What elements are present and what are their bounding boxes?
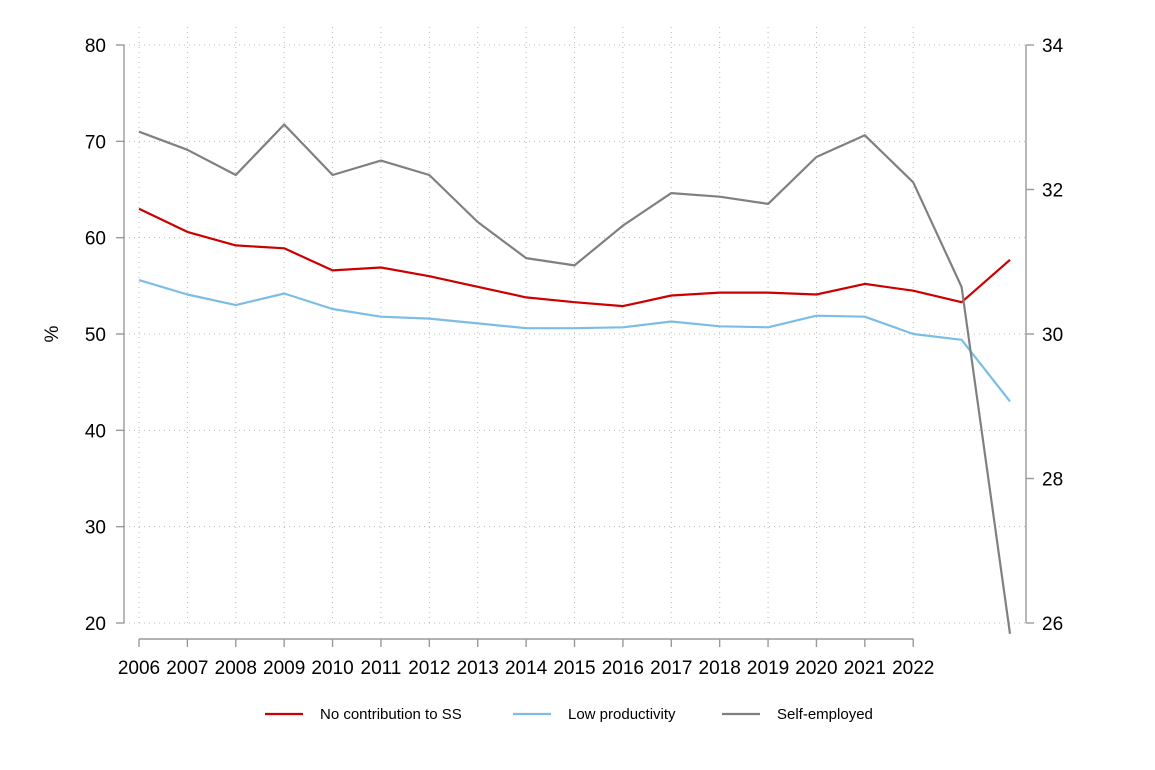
y-tick-label: 70	[85, 132, 106, 153]
y2-tick-label: 28	[1042, 470, 1063, 491]
x-tick-label: 2021	[844, 658, 886, 679]
y-tick-label: 30	[85, 518, 106, 539]
legend-label: Low productivity	[568, 706, 676, 723]
y-axis-title: %	[42, 325, 63, 342]
series-line-low-productivity	[138, 279, 1011, 403]
series-line-no-contribution-to-ss	[138, 207, 1011, 308]
y-axis-left: 20 30 40 50 60 70 80	[85, 36, 124, 635]
series-lines	[138, 123, 1012, 634]
x-tick-label: 2010	[311, 658, 353, 679]
x-tick-label: 2013	[457, 658, 499, 679]
x-tick-label: 2015	[553, 658, 595, 679]
y-tick-label: 40	[85, 421, 106, 442]
x-tick-label: 2011	[361, 658, 402, 679]
x-tick-label: 2009	[263, 658, 305, 679]
x-tick-label: 2022	[892, 658, 934, 679]
x-tick-label: 2014	[505, 658, 548, 679]
y2-tick-label: 26	[1042, 614, 1063, 635]
series-line-self-employed	[138, 123, 1012, 634]
x-tick-label: 2008	[215, 658, 257, 679]
legend: No contribution to SS Low productivity Sel…	[265, 706, 873, 723]
x-tick-label: 2020	[795, 658, 837, 679]
gridlines	[124, 27, 1026, 624]
y-tick-label: 20	[85, 614, 106, 635]
y-tick-label: 80	[85, 36, 106, 57]
y2-tick-label: 34	[1042, 36, 1064, 57]
y-tick-label: 60	[85, 229, 106, 250]
x-tick-label: 2012	[408, 658, 450, 679]
x-tick-label: 2017	[650, 658, 692, 679]
x-axis: 2006 2007 2008 2009 2010 2011 2012 2013 2014 2015…	[118, 639, 934, 679]
y-axis-right: 26 28 30 32 34	[1026, 36, 1064, 635]
y2-tick-label: 32	[1042, 181, 1063, 202]
legend-label: Self-employed	[777, 706, 873, 723]
x-tick-label: 2019	[747, 658, 789, 679]
legend-label: No contribution to SS	[320, 706, 462, 723]
x-tick-label: 2007	[166, 658, 208, 679]
y-tick-label: 50	[85, 325, 106, 346]
y2-tick-label: 30	[1042, 325, 1063, 346]
x-tick-label: 2016	[602, 658, 644, 679]
x-tick-label: 2006	[118, 658, 160, 679]
x-tick-label: 2018	[699, 658, 741, 679]
